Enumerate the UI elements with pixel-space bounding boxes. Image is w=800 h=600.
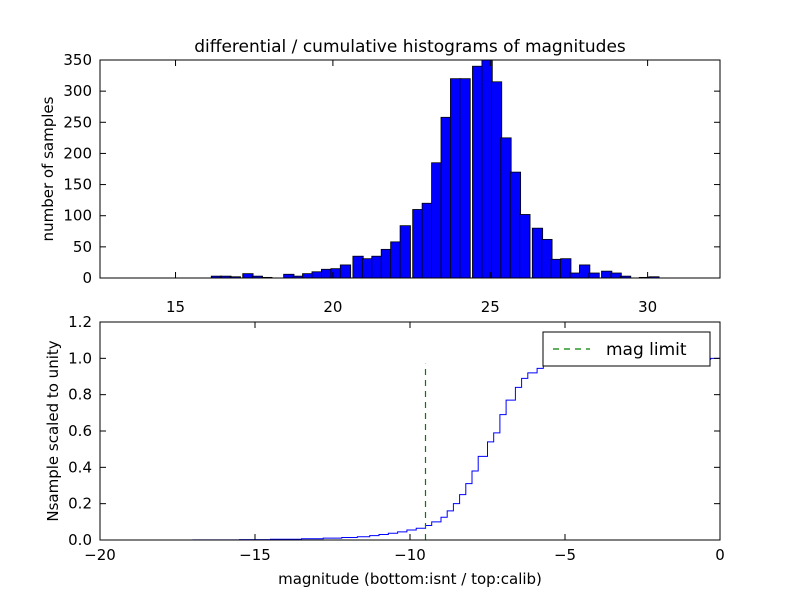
y-tick-label: 200 [63,144,92,162]
y-tick-label: 0.6 [68,422,92,440]
histogram-bar [569,272,581,279]
histogram-bar [412,209,424,279]
y-tick-label: 250 [63,113,92,131]
histogram-panel: differential / cumulative histograms of … [39,37,721,316]
histogram-bar [399,225,411,279]
histogram-axes-frame [99,59,721,279]
y-tick-label: 0.4 [68,458,92,476]
histogram-bar [481,59,493,279]
y-tick-label: 1.2 [68,313,92,331]
histogram-bar [541,238,553,279]
x-tick-label: −15 [239,546,271,564]
histogram-bar [459,78,471,279]
x-tick-label: 15 [166,298,185,316]
histogram-bar [361,258,374,279]
cumulative-y-ticks: 0.0 0.2 0.4 0.6 0.8 1.0 1.2 [68,313,720,549]
y-tick-label: 0.0 [68,531,92,549]
y-tick-label: 0.2 [68,495,92,513]
cumulative-panel: 0.0 0.2 0.4 0.6 0.8 1.0 1.2 −20 −15 −10 −5 0 magni… [44,313,725,588]
histogram-bar [531,227,544,279]
histogram-bar [490,81,503,279]
histogram-y-label: number of samples [39,96,57,241]
histogram-bar [440,116,452,279]
histogram-bar [380,248,392,279]
histogram-bar [550,258,562,279]
histogram-bar [302,273,314,279]
cumulative-x-ticks: −20 −15 −10 −5 0 [84,322,725,564]
histogram-bar [610,272,622,279]
histogram-bar [509,171,522,279]
histogram-bar [321,268,333,279]
histogram-bar [560,258,572,279]
y-tick-label: 100 [63,207,92,225]
histogram-bar [450,78,462,279]
legend: mag limit [542,331,711,367]
histogram-bar [519,214,531,279]
legend-box [542,331,711,367]
cumulative-y-label: Nsample scaled to unity [44,340,62,521]
x-tick-label: 20 [323,298,342,316]
histogram-y-ticks: 0 50 100 150 200 250 300 350 [63,51,720,287]
histogram-bar [242,273,254,279]
histogram-bar [500,137,512,279]
histogram-bar [352,255,364,279]
y-tick-label: 150 [63,176,92,194]
cumulative-step-line [100,357,721,541]
histogram-bar [371,255,383,279]
x-tick-label: 0 [715,546,725,564]
histogram-bar [311,271,323,279]
cumulative-x-label: magnitude (bottom:isnt / top:calib) [278,570,542,588]
y-tick-label: 350 [63,51,92,69]
histogram-bar [283,273,295,279]
histogram-bar [390,241,402,279]
histogram-bar [421,202,433,279]
histogram-bars [210,59,660,279]
histogram-title: differential / cumulative histograms of … [194,37,626,57]
y-tick-label: 300 [63,82,92,100]
y-tick-label: 0 [82,269,92,287]
histogram-x-ticks: 15 20 25 30 [166,60,657,316]
x-tick-label: −10 [394,546,426,564]
y-tick-label: 0.8 [68,386,92,404]
histogram-bar [579,264,591,279]
histogram-bar [431,162,443,279]
histogram-bar [472,65,484,279]
histogram-bar [588,272,600,279]
legend-label: mag limit [606,340,687,360]
histogram-bar [601,270,613,279]
x-tick-label: 25 [481,298,500,316]
x-tick-label: −20 [84,546,116,564]
y-tick-label: 1.0 [68,349,92,367]
x-tick-label: 30 [638,298,657,316]
y-tick-label: 50 [73,238,92,256]
x-tick-label: −5 [554,546,576,564]
histogram-bar [339,264,352,279]
